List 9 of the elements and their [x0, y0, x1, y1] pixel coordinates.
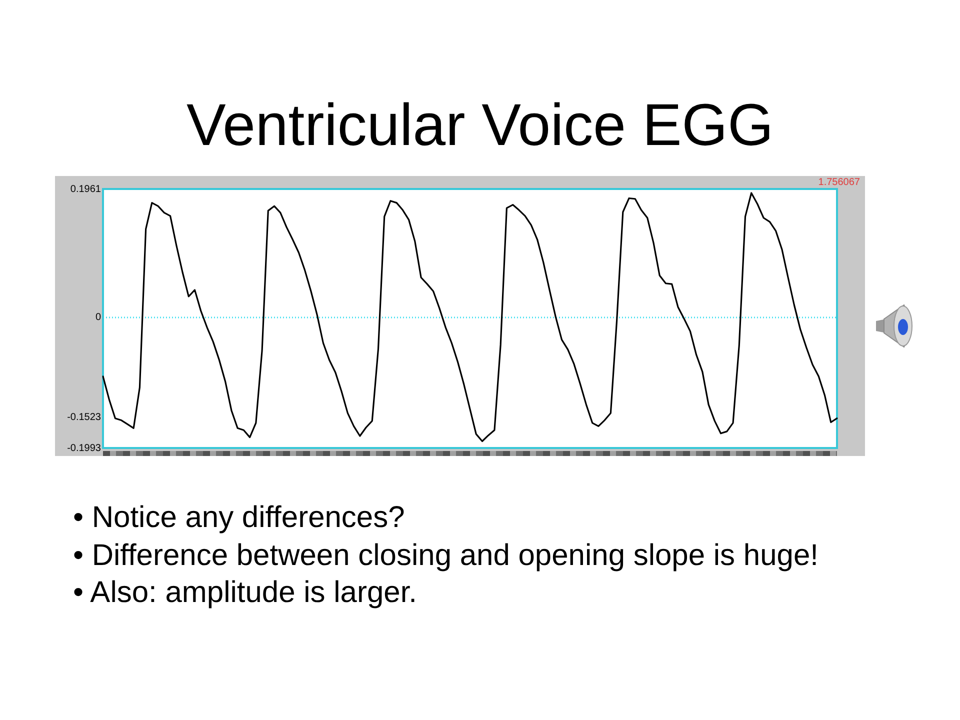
- chart-title: Ventricular Voice EGG: [185, 91, 774, 160]
- y-tick-label: 0.1961: [70, 184, 102, 195]
- text: • Notice any differences?: [73, 500, 406, 536]
- text: • Also: amplitude is larger.: [73, 575, 418, 611]
- y-tick-label: -0.1993: [67, 442, 102, 454]
- y-tick-label: 0: [95, 312, 102, 324]
- text: • Difference between closing and opening slope is huge!: [73, 538, 818, 574]
- text: 1.756067: [818, 177, 860, 189]
- y-tick-label: -0.1523: [67, 412, 102, 423]
